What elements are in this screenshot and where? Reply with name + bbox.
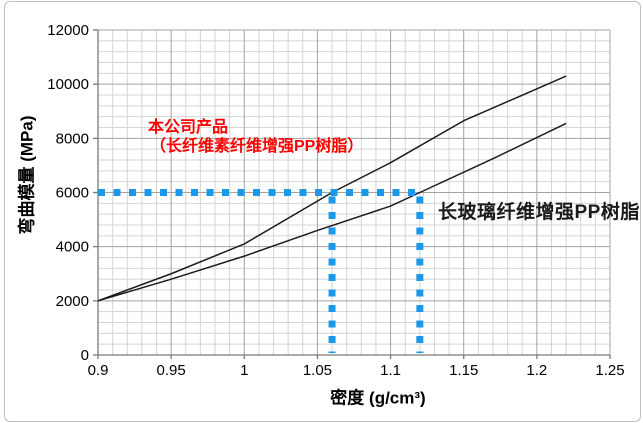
x-tick-label: 1 xyxy=(240,362,248,379)
company-product-annotation-line2: （长纤维素纤维增强PP树脂） xyxy=(150,138,364,155)
company-product-annotation: 本公司产品 （长纤维素纤维增强PP树脂） xyxy=(148,118,363,156)
x-tick-label: 1.2 xyxy=(526,362,547,379)
y-tick-label: 10000 xyxy=(47,76,89,93)
tick-labels: 0.9 0.95 1 1.05 1.1 1.15 1.2 1.25 0 2000 4000 6000 8… xyxy=(47,22,624,379)
y-tick-label: 2000 xyxy=(56,293,89,310)
x-tick-label: 1.1 xyxy=(380,362,401,379)
x-tick-label: 1.25 xyxy=(595,362,624,379)
y-tick-label: 12000 xyxy=(47,22,89,39)
y-axis-title: 弯曲模量 (MPa) xyxy=(17,115,37,235)
glass-fiber-annotation: 长玻璃纤维增强PP树脂 xyxy=(438,202,640,223)
y-tick-label: 0 xyxy=(81,347,89,364)
series-line-1 xyxy=(97,122,567,302)
y-tick-label: 8000 xyxy=(56,130,89,147)
x-tick-label: 1.15 xyxy=(449,362,478,379)
y-tick-label: 6000 xyxy=(56,185,89,202)
guide-lines xyxy=(98,189,424,353)
gridlines-major xyxy=(97,29,611,356)
company-product-annotation-line1: 本公司产品 xyxy=(148,119,229,136)
y-tick-label: 4000 xyxy=(56,239,89,256)
x-axis-title: 密度 (g/cm³) xyxy=(330,388,426,408)
x-tick-label: 0.9 xyxy=(88,362,109,379)
x-tick-label: 0.95 xyxy=(157,362,186,379)
x-tick-label: 1.05 xyxy=(303,362,332,379)
